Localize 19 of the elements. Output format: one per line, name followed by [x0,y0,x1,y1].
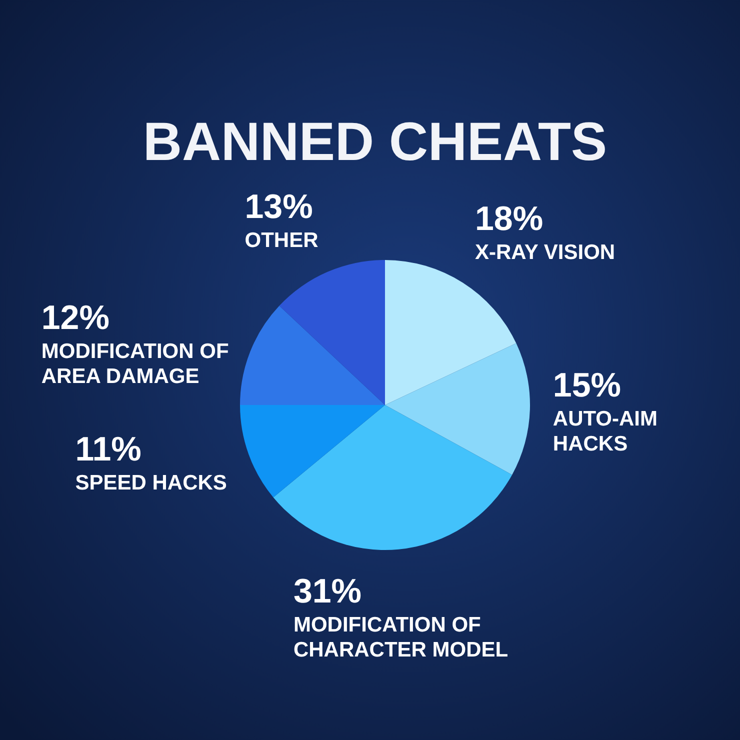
slice-label: MODIFICATION OF CHARACTER MODEL [293,613,508,662]
data-label: 13% [244,188,313,226]
slice-label: SPEED HACKS [75,471,227,494]
pie-slice [385,343,530,475]
data-label: 11% [75,430,142,468]
data-label: 15% [552,366,621,404]
data-label: 18% [475,200,544,238]
pie-slice [385,260,516,405]
slice-label: AUTO-AIM HACKS [552,407,658,456]
slice-label: MODIFICATION OF AREA DAMAGE [41,340,229,388]
slice-label: X-RAY VISION [475,241,616,264]
pie-slice [279,260,385,405]
data-label: 31% [293,572,362,610]
pie-slice [240,405,385,498]
data-label: 12% [41,299,110,338]
pie-slice [273,405,512,550]
slice-label: OTHER [244,228,318,252]
pie-slice [240,306,385,405]
chart-title: BANNED CHEATS [142,112,608,172]
